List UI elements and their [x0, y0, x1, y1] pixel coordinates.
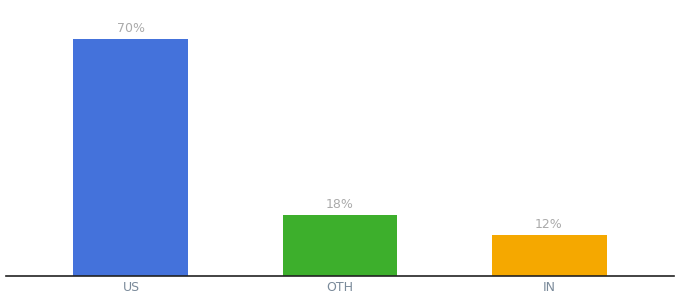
Bar: [73, 39, 188, 276]
Text: 70%: 70%: [117, 22, 145, 35]
Bar: [492, 235, 607, 276]
Text: 12%: 12%: [535, 218, 563, 231]
Bar: [282, 215, 398, 276]
Text: 18%: 18%: [326, 198, 354, 211]
